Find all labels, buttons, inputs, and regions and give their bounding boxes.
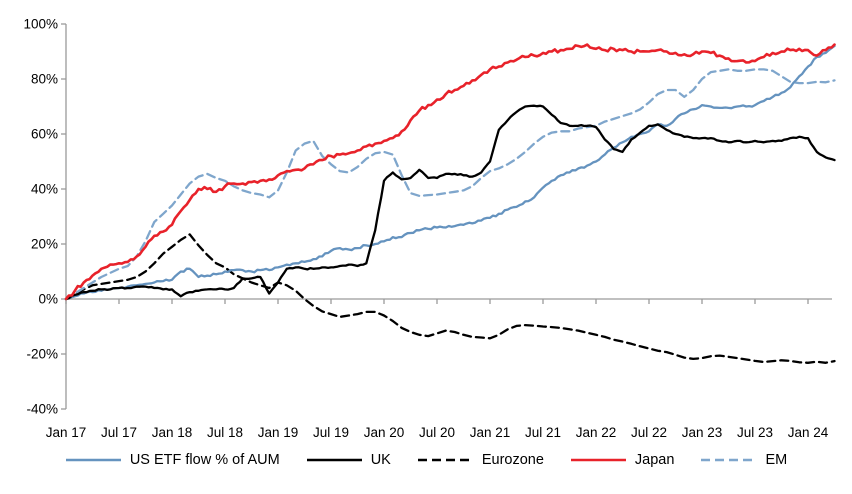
svg-text:Jul 22: Jul 22 bbox=[631, 425, 667, 440]
legend-label-japan: Japan bbox=[634, 452, 675, 468]
svg-text:80%: 80% bbox=[31, 72, 58, 87]
legend-label-eurozone: Eurozone bbox=[481, 452, 544, 468]
svg-text:Jan 24: Jan 24 bbox=[788, 425, 829, 440]
svg-text:40%: 40% bbox=[31, 182, 58, 197]
svg-text:Jul 23: Jul 23 bbox=[737, 425, 773, 440]
svg-text:Jan 17: Jan 17 bbox=[46, 425, 87, 440]
legend-item-japan: Japan bbox=[570, 452, 675, 468]
legend-item-uk: UK bbox=[306, 452, 391, 468]
legend-swatch-uk-line bbox=[306, 458, 362, 462]
legend-swatch-eurozone-line bbox=[417, 458, 473, 462]
svg-text:Jul 19: Jul 19 bbox=[313, 425, 349, 440]
svg-text:-40%: -40% bbox=[26, 402, 58, 417]
svg-text:Jan 21: Jan 21 bbox=[470, 425, 511, 440]
legend-item-us: US ETF flow % of AUM bbox=[65, 452, 280, 468]
x-axis: Jan 17 Jul 17 Jan 18 Jul 18 Jan 19 Jul 19 Jan … bbox=[46, 298, 832, 440]
svg-text:60%: 60% bbox=[31, 127, 58, 142]
chart-legend: US ETF flow % of AUM UK Eurozone Japan E… bbox=[0, 452, 852, 468]
y-axis: -40% -20% 0% 20% 40% 60% 80% 100% bbox=[23, 17, 67, 417]
svg-text:Jul 20: Jul 20 bbox=[419, 425, 455, 440]
svg-text:0%: 0% bbox=[38, 292, 58, 307]
line-chart-canvas: -40%-20%0%20%40%60%80%100% Jan 17 Jul 17 J… bbox=[23, 17, 836, 440]
svg-text:-20%: -20% bbox=[26, 347, 58, 362]
legend-label-uk: UK bbox=[370, 452, 391, 468]
legend-item-em: EM bbox=[700, 452, 787, 468]
legend-swatch-japan-line bbox=[570, 458, 626, 462]
svg-text:Jan 19: Jan 19 bbox=[258, 425, 299, 440]
legend-swatch-us-line bbox=[65, 458, 121, 462]
legend-label-em: EM bbox=[765, 452, 788, 468]
legend-swatch-em-line bbox=[701, 458, 757, 462]
svg-text:Jul 18: Jul 18 bbox=[207, 425, 243, 440]
svg-text:Jan 23: Jan 23 bbox=[682, 425, 723, 440]
legend-item-eurozone: Eurozone bbox=[417, 452, 544, 468]
svg-text:100%: 100% bbox=[23, 17, 58, 32]
svg-text:Jan 20: Jan 20 bbox=[364, 425, 405, 440]
svg-text:Jul 21: Jul 21 bbox=[525, 425, 561, 440]
svg-text:Jan 18: Jan 18 bbox=[152, 425, 193, 440]
svg-text:20%: 20% bbox=[31, 237, 58, 252]
svg-text:Jul 17: Jul 17 bbox=[101, 425, 137, 440]
svg-text:Jan 22: Jan 22 bbox=[576, 425, 617, 440]
legend-label-us: US ETF flow % of AUM bbox=[129, 452, 280, 468]
plot-series bbox=[64, 43, 836, 364]
